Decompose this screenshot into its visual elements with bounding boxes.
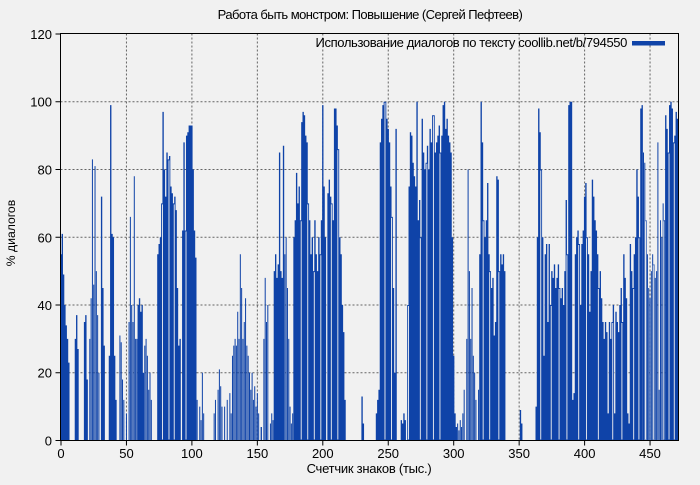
- svg-text:0: 0: [45, 434, 52, 449]
- svg-text:0: 0: [57, 446, 64, 461]
- svg-text:80: 80: [38, 163, 52, 178]
- svg-text:150: 150: [247, 446, 269, 461]
- svg-text:100: 100: [181, 446, 203, 461]
- svg-text:Счетчик знаков (тыс.): Счетчик знаков (тыс.): [307, 461, 432, 476]
- svg-text:300: 300: [443, 446, 465, 461]
- svg-text:% диалогов: % диалогов: [4, 200, 18, 266]
- svg-text:Использование диалогов по текс: Использование диалогов по тексту coollib…: [316, 35, 628, 50]
- svg-text:450: 450: [639, 446, 661, 461]
- svg-text:Работа быть монстром: Повышени: Работа быть монстром: Повышение (Сергей …: [218, 7, 523, 22]
- svg-text:40: 40: [38, 298, 52, 313]
- svg-text:20: 20: [38, 366, 52, 381]
- svg-text:120: 120: [30, 27, 52, 42]
- svg-text:100: 100: [30, 95, 52, 110]
- svg-text:60: 60: [38, 230, 52, 245]
- svg-text:350: 350: [508, 446, 530, 461]
- svg-text:200: 200: [312, 446, 334, 461]
- svg-text:400: 400: [574, 446, 596, 461]
- svg-text:250: 250: [377, 446, 399, 461]
- svg-text:50: 50: [119, 446, 133, 461]
